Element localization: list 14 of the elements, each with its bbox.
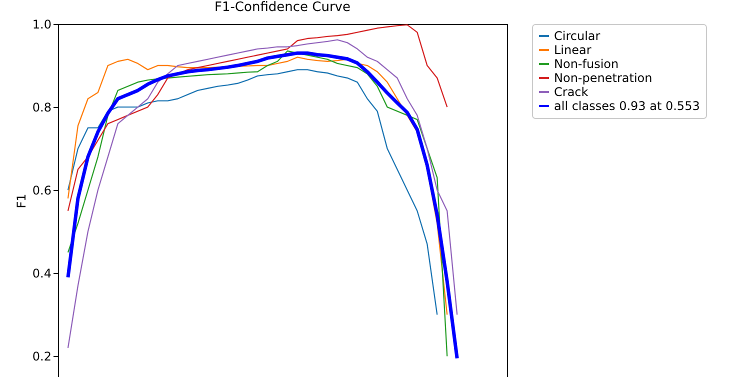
y-tick-label: 0.2 bbox=[32, 350, 52, 364]
legend-label: Non-fusion bbox=[554, 57, 619, 71]
y-tick-label: 0.4 bbox=[32, 266, 52, 281]
y-tick-label: 0.6 bbox=[32, 184, 52, 198]
line-series bbox=[67, 24, 448, 212]
legend-label: Linear bbox=[554, 43, 592, 57]
legend-label: Circular bbox=[554, 29, 600, 43]
y-axis-title: F1 bbox=[14, 194, 28, 208]
y-tick-label: 0.8 bbox=[32, 100, 52, 115]
legend-label: all classes 0.93 at 0.553 bbox=[554, 99, 700, 113]
legend-label: Crack bbox=[554, 85, 588, 99]
legend-label: Non-penetration bbox=[554, 71, 652, 85]
y-tick-label: 1.0 bbox=[32, 18, 52, 32]
chart-title: F1-Confidence Curve bbox=[214, 0, 351, 15]
